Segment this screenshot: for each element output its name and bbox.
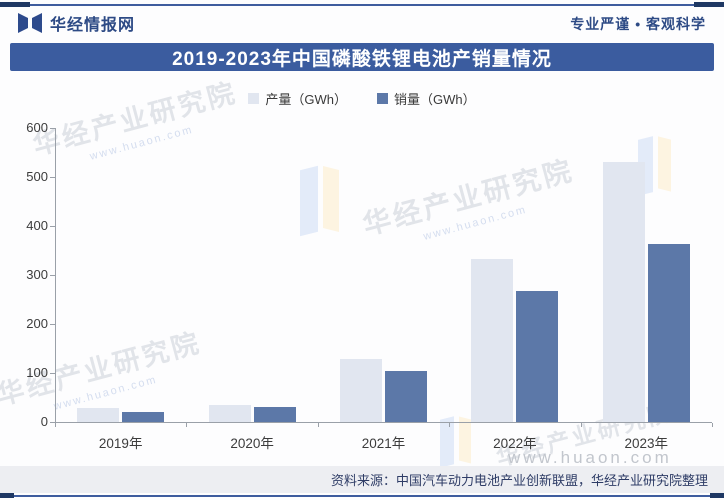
x-axis-tick bbox=[317, 423, 319, 427]
x-axis-tick bbox=[55, 423, 56, 427]
bottom-border-line bbox=[0, 495, 724, 497]
y-axis-line bbox=[55, 128, 56, 422]
header: 华经情报网 专业严谨 • 客观科学 bbox=[0, 6, 724, 40]
source-text: 资料来源：中国汽车动力电池产业创新联盟，华经产业研究院整理 bbox=[330, 473, 708, 488]
bar-production-2019年 bbox=[77, 408, 120, 422]
x-axis-label: 2020年 bbox=[230, 436, 274, 451]
y-axis-tick bbox=[50, 226, 55, 227]
x-axis-tick bbox=[449, 423, 451, 427]
bar-sales-2022年 bbox=[516, 290, 559, 422]
bar-production-2021年 bbox=[340, 359, 382, 422]
y-axis-tick bbox=[50, 422, 55, 423]
source-band: 资料来源：中国汽车动力电池产业创新联盟，华经产业研究院整理 bbox=[0, 466, 724, 493]
x-axis-label: 2019年 bbox=[98, 436, 143, 451]
bar-production-2022年 bbox=[471, 259, 514, 422]
chart-legend: 产量（GWh） 销量（GWh） bbox=[0, 88, 724, 108]
legend-swatch-sales bbox=[377, 92, 388, 104]
legend-item-production: 产量（GWh） bbox=[248, 89, 347, 108]
top-border-line bbox=[0, 4, 724, 6]
bar-sales-2021年 bbox=[385, 370, 427, 422]
legend-swatch-production bbox=[248, 92, 260, 104]
title-bar: 2019-2023年中国磷酸铁锂电池产销量情况 bbox=[10, 43, 714, 71]
y-axis-tick bbox=[50, 177, 55, 178]
bottom-border-cap-left bbox=[0, 493, 14, 498]
y-axis-label: 0 bbox=[40, 414, 48, 429]
y-axis-tick bbox=[50, 324, 55, 325]
top-border-cap-left bbox=[0, 2, 30, 7]
brand-logo-icon bbox=[17, 12, 43, 34]
y-axis-label: 600 bbox=[26, 120, 48, 135]
bar-production-2023年 bbox=[602, 162, 645, 422]
bottom-border-cap-right bbox=[710, 493, 724, 498]
x-axis-tick bbox=[186, 423, 188, 427]
y-axis-label: 400 bbox=[26, 218, 48, 233]
y-axis-tick bbox=[50, 275, 55, 276]
x-axis-label: 2023年 bbox=[624, 436, 669, 451]
brand: 华经情报网 bbox=[17, 11, 135, 35]
y-axis-label: 200 bbox=[26, 316, 48, 331]
x-axis-line bbox=[55, 422, 712, 423]
brand-name: 华经情报网 bbox=[50, 17, 136, 34]
y-axis-label: 300 bbox=[26, 267, 48, 282]
top-border-cap-right bbox=[694, 2, 724, 7]
x-axis-label: 2022年 bbox=[493, 436, 537, 451]
y-axis-tick bbox=[50, 373, 55, 374]
bar-production-2020年 bbox=[208, 404, 251, 422]
y-axis-label: 500 bbox=[26, 169, 48, 184]
bar-sales-2019年 bbox=[122, 411, 165, 422]
bar-sales-2020年 bbox=[253, 407, 296, 422]
header-slogan: 专业严谨 • 客观科学 bbox=[570, 16, 706, 32]
legend-item-sales: 销量（GWh） bbox=[377, 89, 476, 108]
x-axis-tick bbox=[580, 423, 582, 427]
x-axis-label: 2021年 bbox=[361, 436, 406, 451]
bar-sales-2023年 bbox=[647, 244, 690, 422]
page-title: 2019-2023年中国磷酸铁锂电池产销量情况 bbox=[172, 48, 552, 70]
x-axis-tick bbox=[712, 423, 713, 427]
y-axis-label: 100 bbox=[26, 365, 48, 380]
y-axis-tick bbox=[50, 128, 55, 129]
